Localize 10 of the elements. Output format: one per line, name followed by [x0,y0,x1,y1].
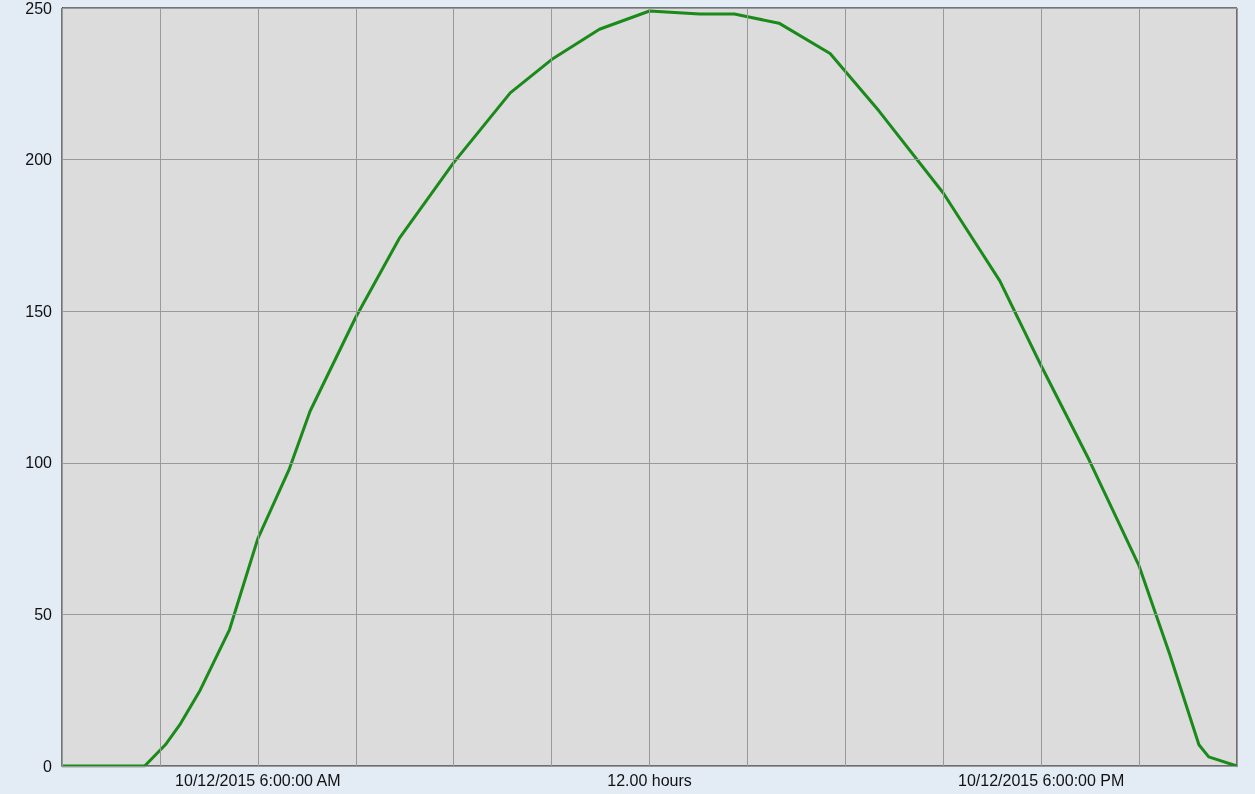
x-tick-label: 10/12/2015 6:00:00 AM [175,771,341,789]
line-series [60,9,1239,768]
y-tick-label: 250 [25,0,53,17]
y-tick-label: 50 [34,605,53,623]
x-tick-label: 12.00 hours [607,771,692,789]
y-tick-label: 100 [25,454,53,472]
x-tick-label: 10/12/2015 6:00:00 PM [957,771,1125,789]
y-tick-label: 0 [43,757,53,775]
y-tick-label: 200 [25,151,53,169]
y-tick-label: 150 [25,302,53,320]
